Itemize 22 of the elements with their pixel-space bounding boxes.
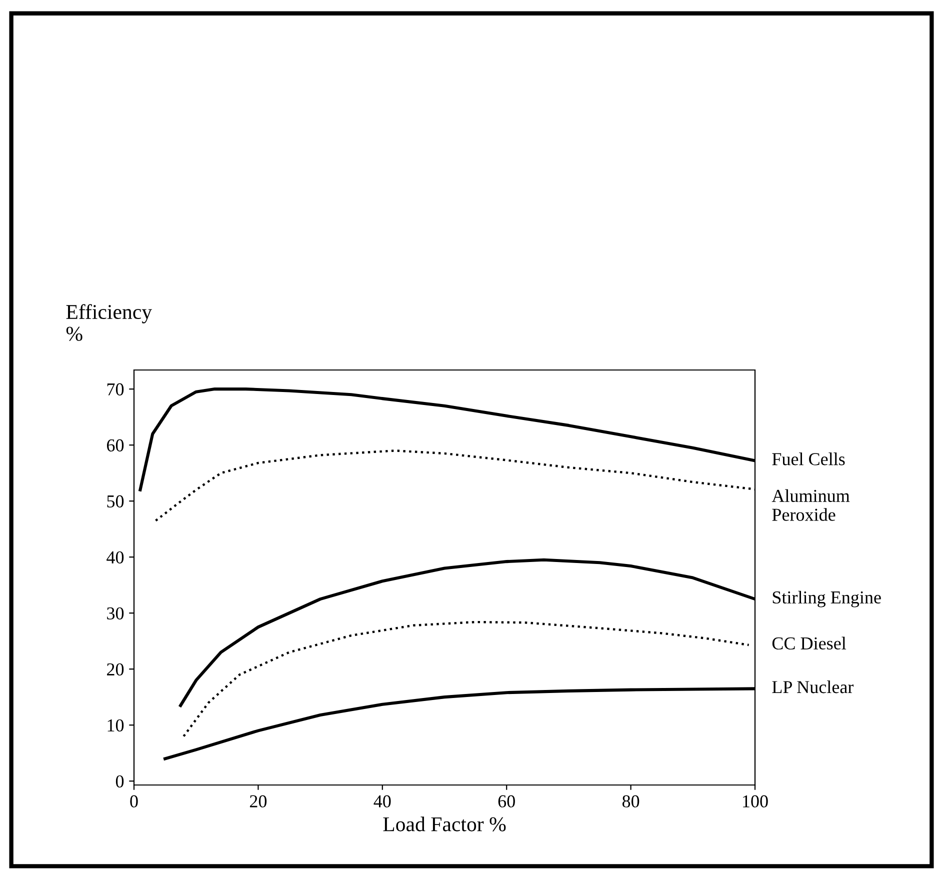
x-tick-label: 0 [130,795,138,808]
x-tick-label: 60 [498,795,515,808]
y-tick-label: 70 [107,383,124,396]
series-label: Stirling Engine [772,590,881,608]
series-label: Aluminum Peroxide [772,489,850,521]
x-axis-title: Load Factor % [383,816,506,832]
series-label: LP Nuclear [772,680,854,694]
y-tick-label: 0 [116,775,124,788]
x-tick-label: 20 [250,795,267,808]
x-tick-label: 100 [743,795,768,808]
series-label: CC Diesel [772,636,846,650]
line-series [182,620,750,738]
x-tick-label: 40 [374,795,391,808]
series-label: Fuel Cells [772,452,845,466]
x-tick-label: 80 [622,795,640,808]
y-tick-label: 50 [107,495,124,508]
y-tick-label: 60 [107,439,124,452]
y-tick-label: 40 [106,551,124,564]
y-tick-label: 20 [107,663,124,676]
y-tick-label: 30 [107,607,124,620]
y-axis-title: Efficiency % [66,304,152,341]
y-tick-label: 10 [108,719,124,732]
